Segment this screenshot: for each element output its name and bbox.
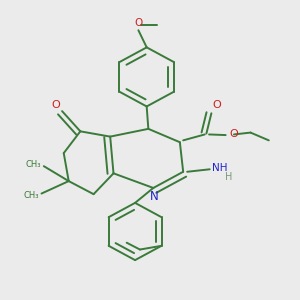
Text: O: O	[212, 100, 221, 110]
Text: CH₃: CH₃	[23, 190, 39, 200]
Text: CH₃: CH₃	[26, 160, 41, 169]
Text: O: O	[134, 18, 142, 28]
Text: O: O	[52, 100, 61, 110]
Text: N: N	[150, 190, 158, 202]
Text: H: H	[225, 172, 232, 182]
Text: NH: NH	[212, 163, 227, 173]
Text: O: O	[230, 129, 238, 139]
